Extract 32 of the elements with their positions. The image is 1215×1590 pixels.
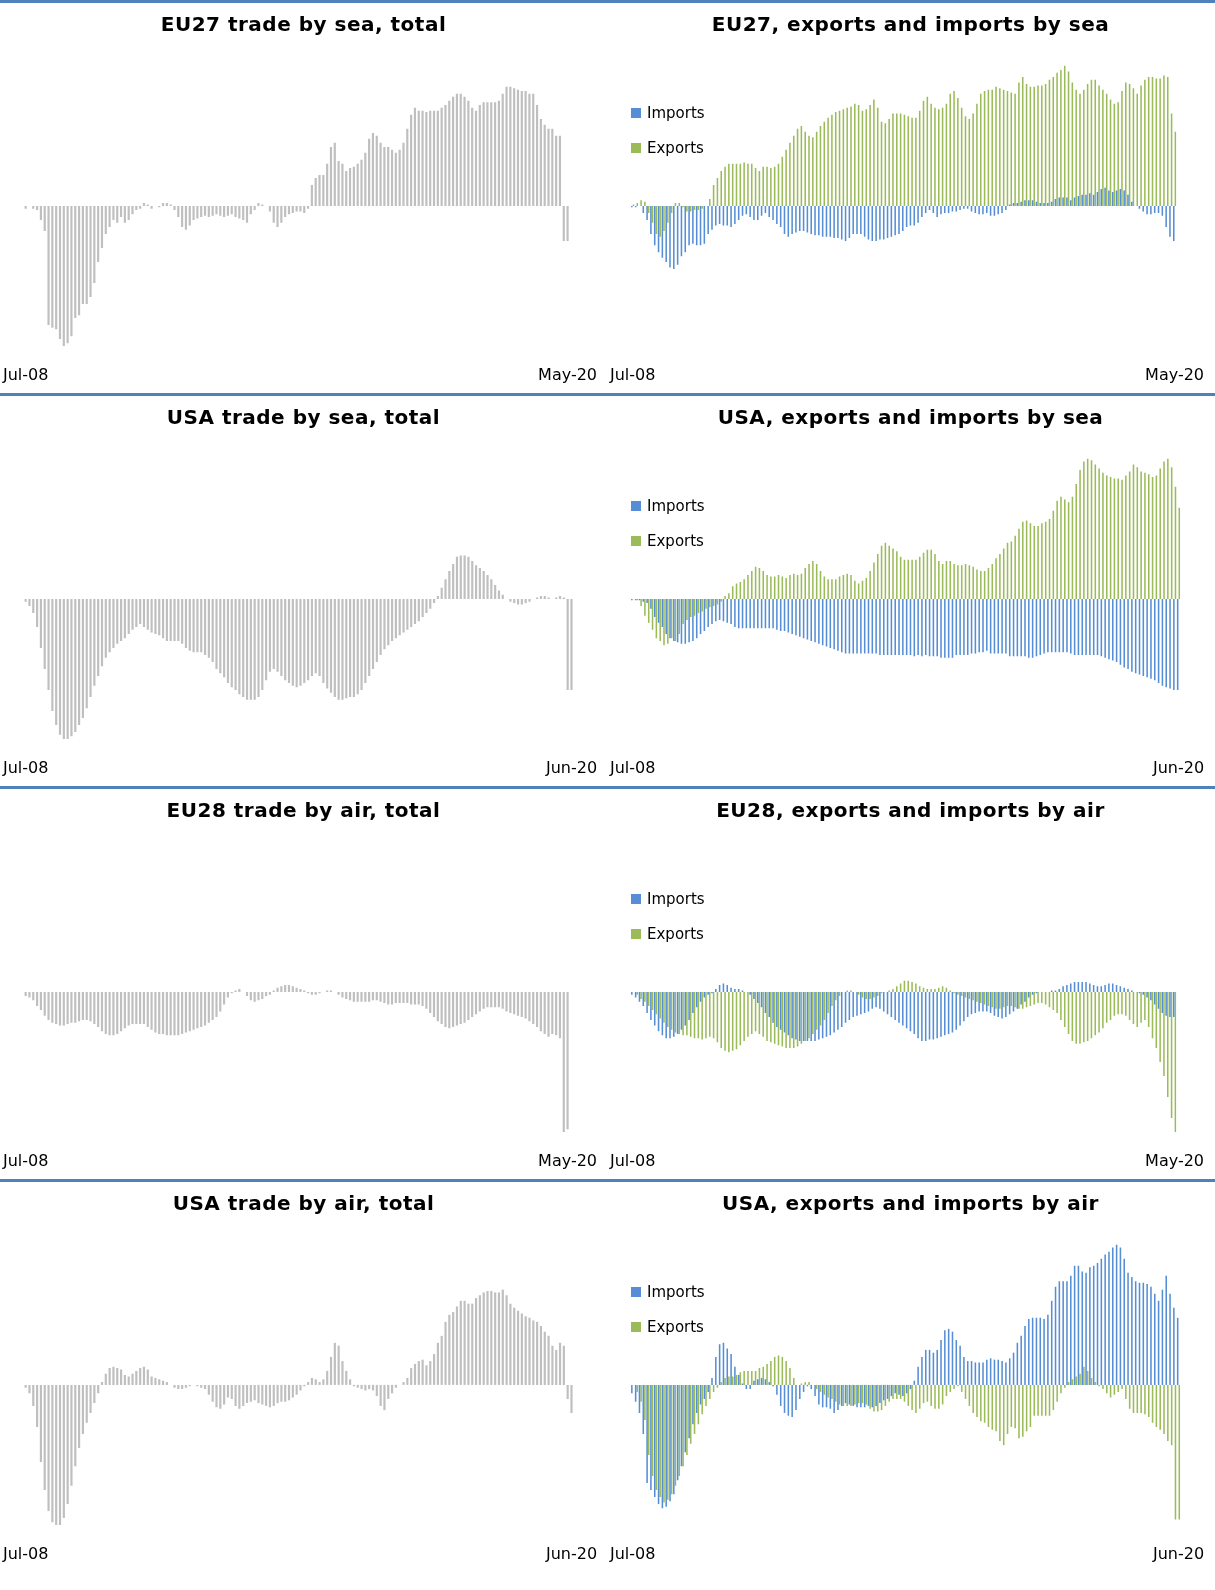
legend-label: Exports xyxy=(647,924,704,943)
chart-title: USA, exports and imports by air xyxy=(721,1190,1100,1217)
legend-label: Exports xyxy=(647,138,704,157)
chart-title: EU28, exports and imports by air xyxy=(715,797,1106,824)
x-tick-label: Jul-08 xyxy=(608,757,656,777)
chart-title: EU27 trade by sea, total xyxy=(159,11,448,38)
chart-title: EU28 trade by air, total xyxy=(165,797,442,824)
x-tick-label: Jun-20 xyxy=(1151,1543,1205,1563)
chart-title: USA, exports and imports by sea xyxy=(716,404,1105,431)
legend-label: Imports xyxy=(647,889,705,908)
x-tick-label: Jul-08 xyxy=(608,1543,656,1563)
x-tick-label: May-20 xyxy=(1145,1150,1205,1170)
chart-title: USA trade by sea, total xyxy=(165,404,442,431)
x-tick-label: Jun-20 xyxy=(1151,757,1205,777)
x-tick-label: Jul-08 xyxy=(608,364,656,384)
chart-title: EU27, exports and imports by sea xyxy=(710,11,1111,38)
x-tick-label: Jul-08 xyxy=(1,1543,49,1563)
legend-label: Exports xyxy=(647,1317,704,1336)
legend-label: Exports xyxy=(647,531,704,550)
x-tick-label: Jun-20 xyxy=(544,1543,598,1563)
x-tick-label: May-20 xyxy=(1145,364,1205,384)
x-tick-label: Jun-20 xyxy=(544,757,598,777)
x-tick-label: May-20 xyxy=(538,364,598,384)
x-tick-label: Jul-08 xyxy=(1,364,49,384)
x-tick-label: Jul-08 xyxy=(1,757,49,777)
x-tick-label: May-20 xyxy=(538,1150,598,1170)
legend-label: Imports xyxy=(647,103,705,122)
legend-label: Imports xyxy=(647,496,705,515)
x-tick-label: Jul-08 xyxy=(608,1150,656,1170)
legend-label: Imports xyxy=(647,1282,705,1301)
x-tick-label: Jul-08 xyxy=(1,1150,49,1170)
chart-title: USA trade by air, total xyxy=(171,1190,436,1217)
